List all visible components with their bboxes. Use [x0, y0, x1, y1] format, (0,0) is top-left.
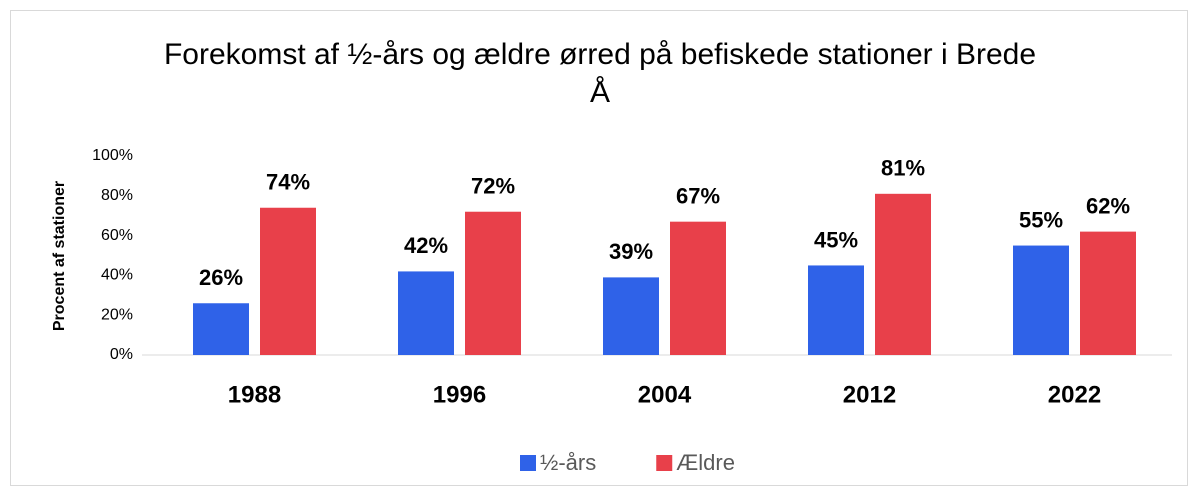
x-tick-label: 2012 — [843, 381, 896, 408]
bar — [603, 277, 659, 355]
bar — [875, 193, 931, 355]
bar — [1013, 245, 1069, 355]
y-axis-title: Procent af stationer — [51, 181, 68, 331]
bar — [808, 265, 864, 355]
y-tick-label: 0% — [110, 346, 133, 363]
y-tick-label: 20% — [101, 306, 133, 323]
data-label: 74% — [266, 170, 310, 195]
bar — [398, 271, 454, 355]
chart-title: Forekomst af ½-års og ældre ørred på bef… — [163, 38, 1037, 109]
bar — [1080, 231, 1136, 355]
data-label: 26% — [199, 265, 243, 290]
data-label: 67% — [676, 183, 720, 208]
y-tick-label: 80% — [101, 187, 133, 204]
data-label: 81% — [881, 156, 925, 181]
data-label: 62% — [1086, 193, 1130, 218]
y-tick-label: 40% — [101, 267, 133, 284]
bar — [260, 207, 316, 355]
x-tick-label: 2004 — [638, 381, 692, 408]
y-tick-label: 60% — [101, 227, 133, 244]
data-label: 45% — [814, 227, 858, 252]
y-tick-label: 100% — [92, 147, 133, 164]
chart-frame — [10, 10, 1188, 486]
legend-swatch — [656, 455, 673, 471]
data-label: 42% — [404, 233, 448, 258]
data-label: 39% — [609, 239, 653, 264]
legend-swatch — [520, 455, 536, 471]
data-label: 55% — [1019, 207, 1063, 232]
x-tick-label: 1996 — [433, 381, 486, 408]
legend-label: Ældre — [676, 450, 735, 475]
bar — [465, 211, 521, 355]
x-tick-label: 2022 — [1048, 381, 1101, 408]
bar — [193, 303, 249, 355]
x-tick-label: 1988 — [228, 381, 281, 408]
data-label: 72% — [471, 174, 515, 199]
legend-label: ½-års — [540, 450, 596, 475]
bar — [670, 221, 726, 355]
